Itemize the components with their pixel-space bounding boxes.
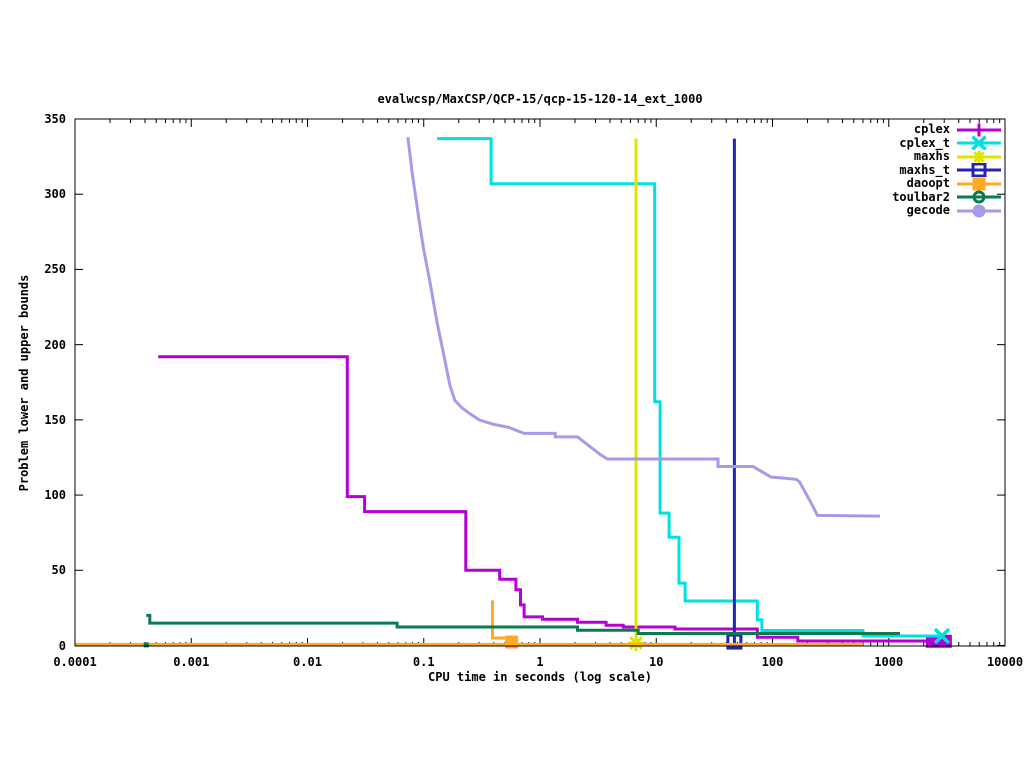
- series-marker-daoopt: [505, 635, 519, 649]
- legend-row-cplex_t: cplex_t: [892, 135, 1002, 151]
- y-tick-label-250: 250: [44, 262, 66, 277]
- legend-sample-cplex: [957, 123, 1001, 137]
- legend-row-daoopt: daoopt: [892, 177, 1002, 191]
- x-tick-label-0.01: 0.01: [293, 655, 322, 669]
- legend-row-maxhs_t: maxhs_t: [892, 162, 1002, 178]
- legend-sample-maxhs_t: [957, 163, 1001, 178]
- series-line-cplex: [158, 355, 939, 643]
- legend-label: maxhs_t: [899, 162, 950, 177]
- x-tick-label-1: 1: [536, 655, 544, 669]
- legend-sample-gecode: [957, 204, 1001, 218]
- y-tick-label-50: 50: [51, 563, 66, 578]
- legend-sample-maxhs: [957, 150, 1001, 164]
- y-tick-label-200: 200: [44, 337, 66, 352]
- series-line-cplex_t: [437, 137, 942, 638]
- x-tick-label-10: 10: [649, 655, 664, 669]
- series-line-gecode: [406, 136, 880, 518]
- x-tick-label-1000: 1000: [874, 655, 904, 669]
- x-tick-label-0.0001: 0.0001: [53, 655, 97, 669]
- x-tick-label-0.001: 0.001: [173, 655, 210, 669]
- series-line-daoopt: [491, 600, 512, 640]
- y-tick-label-0: 0: [58, 638, 66, 653]
- legend-label: cplex_t: [899, 135, 950, 150]
- x-axis-label: CPU time in seconds (log scale): [428, 670, 652, 684]
- legend-label: maxhs: [913, 149, 950, 164]
- legend-sample-toulbar2: [957, 190, 1001, 204]
- legend-row-toulbar2: toulbar2: [892, 189, 1002, 205]
- y-tick-label-300: 300: [44, 187, 66, 202]
- y-tick-label-100: 100: [44, 488, 66, 503]
- series-line-toulbar2: [146, 613, 900, 635]
- series-marker-cplex_t: [933, 627, 951, 645]
- legend-row-cplex: cplex: [892, 123, 1002, 137]
- chart-title: evalwcsp/MaxCSP/QCP-15/qcp-15-120-14_ext…: [377, 92, 703, 106]
- legend: cplex cplex_t maxhs maxhs_t daoopt toulbar2 ge…: [892, 123, 1002, 218]
- x-tick-label-0.1: 0.1: [412, 655, 435, 669]
- plot-border: [74, 118, 1006, 647]
- series-marker-toulbar2: [143, 642, 149, 648]
- legend-sample-cplex_t: [957, 136, 1001, 151]
- legend-label: toulbar2: [892, 189, 950, 204]
- x-tick-label-10000: 10000: [986, 655, 1024, 669]
- legend-label: daoopt: [906, 176, 950, 191]
- legend-label: cplex: [913, 122, 950, 137]
- legend-row-gecode: gecode: [892, 204, 1002, 218]
- y-tick-label-150: 150: [44, 412, 66, 427]
- legend-row-maxhs: maxhs: [892, 150, 1002, 164]
- series-marker-maxhs_t: [726, 633, 743, 650]
- legend-label: gecode: [906, 203, 950, 218]
- x-tick-label-100: 100: [761, 655, 784, 669]
- legend-sample-daoopt: [957, 177, 1001, 191]
- y-tick-label-350: 350: [44, 112, 66, 126]
